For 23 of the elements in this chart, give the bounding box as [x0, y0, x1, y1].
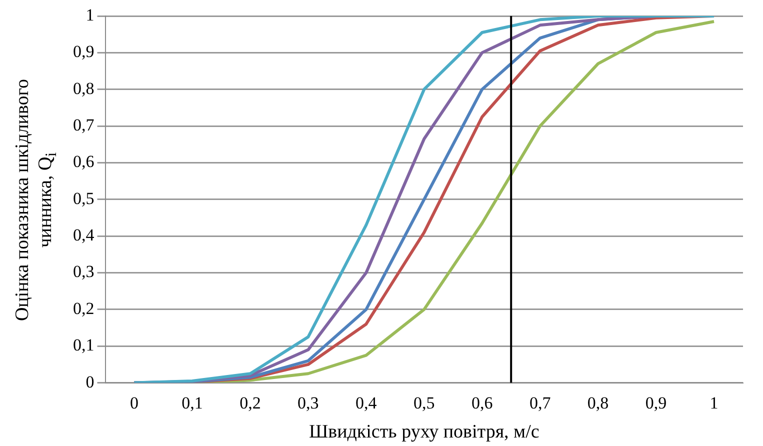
- x-axis-title: Швидкість руху повітря, м/с: [308, 422, 540, 443]
- x-tick-label: 0,7: [529, 393, 552, 412]
- y-tick-label: 0: [86, 372, 94, 392]
- x-tick-label: 0: [130, 393, 138, 412]
- x-tick-label: 0,5: [414, 393, 435, 412]
- x-tick-label: 0,6: [471, 393, 493, 412]
- x-tick-label: 0,8: [587, 393, 609, 412]
- y-tick-label: 0,5: [73, 188, 94, 208]
- y-tick-label: 0,7: [73, 116, 95, 135]
- y-tick-label: 0,6: [73, 152, 94, 172]
- x-tick-label: 0,3: [298, 393, 319, 412]
- x-tick-label: 0,9: [645, 393, 667, 412]
- x-tick-label: 1: [710, 393, 718, 412]
- y-tick-label: 0,3: [73, 262, 94, 282]
- x-tick-label: 0,4: [356, 393, 378, 412]
- y-tick-label: 1: [86, 5, 94, 24]
- x-tick-label: 0,2: [240, 393, 261, 412]
- y-tick-label: 0,8: [73, 78, 94, 98]
- x-tick-label: 0,1: [182, 393, 203, 412]
- y-tick-label: 0,1: [73, 336, 94, 355]
- y-tick-label: 0,2: [73, 298, 94, 318]
- y-tick-label: 0,4: [73, 226, 95, 245]
- y-tick-label: 0,9: [73, 42, 94, 62]
